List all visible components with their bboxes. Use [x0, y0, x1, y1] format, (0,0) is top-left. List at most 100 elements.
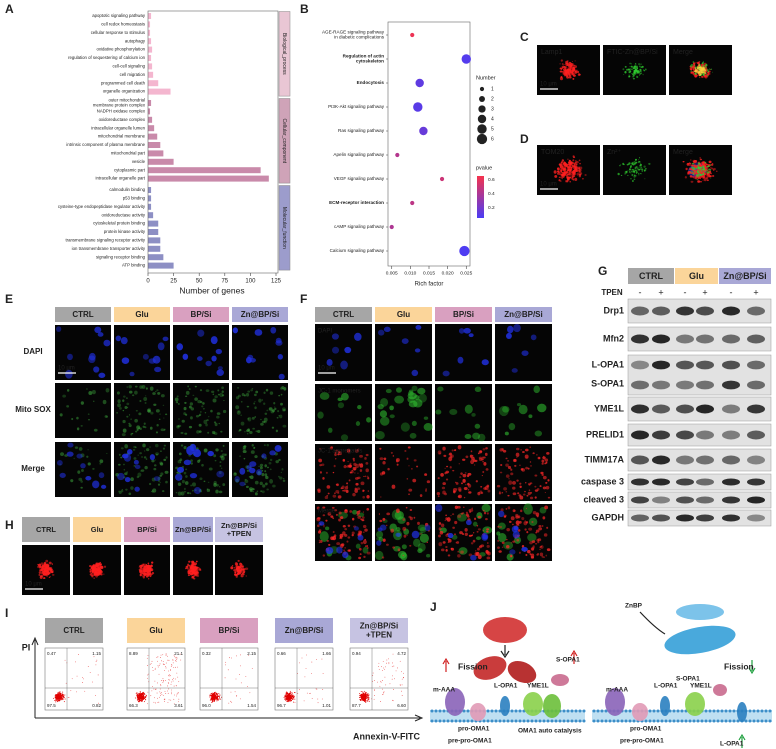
event: [136, 696, 138, 698]
group-header: [628, 268, 674, 284]
signal: [317, 490, 321, 493]
signal: [96, 568, 100, 572]
signal: [188, 387, 191, 391]
signal: [328, 543, 331, 546]
event: [286, 699, 288, 701]
signal: [690, 68, 693, 71]
panel-label: C: [520, 30, 529, 44]
signal: [425, 489, 427, 492]
signal: [326, 485, 331, 489]
signal: [560, 161, 563, 164]
signal: [561, 178, 563, 180]
signal: [351, 534, 354, 537]
signal: [150, 490, 153, 493]
signal: [145, 387, 148, 390]
bubble: [410, 200, 415, 206]
signal: [70, 479, 74, 483]
group-header-label: Zn@BP/Si: [175, 525, 211, 534]
signal: [544, 505, 549, 510]
signal: [577, 73, 581, 76]
quadrant-value: 0.82: [92, 703, 101, 708]
signal: [96, 571, 99, 574]
signal: [507, 465, 512, 470]
signal: [699, 70, 702, 73]
signal: [165, 480, 168, 484]
category-label: cytoplasmic part: [114, 167, 146, 172]
event: [311, 698, 313, 699]
signal: [571, 177, 574, 180]
band: [696, 334, 714, 344]
event: [168, 688, 170, 690]
signal: [124, 406, 128, 409]
event: [240, 654, 241, 656]
signal: [535, 529, 540, 533]
signal: [259, 481, 263, 486]
event: [363, 697, 365, 699]
signal: [121, 489, 123, 491]
category-label: cell redox homeostasis: [101, 22, 145, 27]
event: [59, 695, 61, 697]
quadrant-value: 21.1: [174, 651, 183, 656]
signal: [627, 169, 629, 171]
signal: [196, 356, 203, 361]
signal: [51, 570, 54, 574]
signal: [283, 387, 287, 391]
signal: [392, 455, 395, 457]
legend-label: 6: [491, 136, 494, 142]
signal: [265, 388, 269, 392]
signal: [698, 74, 701, 77]
legend-bubble: [477, 114, 487, 124]
signal: [510, 555, 513, 558]
event: [368, 700, 370, 702]
group-header: [173, 307, 229, 322]
signal: [207, 450, 214, 457]
signal: [630, 68, 632, 71]
signal: [517, 492, 520, 495]
signal: [379, 457, 384, 461]
band: [631, 478, 649, 486]
signal: [527, 549, 531, 554]
signal: [234, 571, 237, 574]
signal: [364, 545, 367, 548]
signal: [260, 490, 263, 492]
signal: [155, 409, 160, 413]
signal: [145, 564, 148, 566]
signal: [163, 458, 167, 461]
signal: [690, 159, 692, 161]
event: [139, 698, 141, 700]
signal: [711, 167, 714, 170]
signal: [500, 464, 503, 467]
signal: [350, 470, 354, 474]
signal: [505, 490, 508, 493]
signal: [337, 492, 340, 494]
event: [364, 695, 366, 697]
band: [676, 514, 694, 522]
event: [60, 698, 62, 700]
signal: [246, 469, 250, 472]
signal: [702, 75, 705, 78]
signal: [139, 400, 142, 402]
micrograph-signal: [56, 442, 108, 489]
signal: [175, 491, 178, 494]
signal: [708, 171, 710, 173]
signal: [379, 410, 388, 418]
event: [293, 701, 295, 703]
signal: [354, 332, 362, 341]
signal: [566, 168, 570, 172]
group-header: [55, 307, 111, 322]
signal: [364, 456, 367, 460]
x-tick-label: 0: [146, 279, 150, 285]
signal: [626, 68, 628, 70]
signal: [186, 491, 190, 495]
signal: [144, 563, 146, 565]
signal: [698, 175, 700, 177]
signal: [530, 547, 535, 551]
micrograph: [603, 145, 666, 195]
signal: [473, 456, 475, 458]
x-tick-label: 75: [221, 279, 228, 285]
channel-label: Lamp1: [541, 49, 563, 56]
event: [217, 695, 219, 697]
signal: [694, 171, 696, 173]
signal: [215, 489, 219, 494]
signal: [121, 357, 130, 364]
